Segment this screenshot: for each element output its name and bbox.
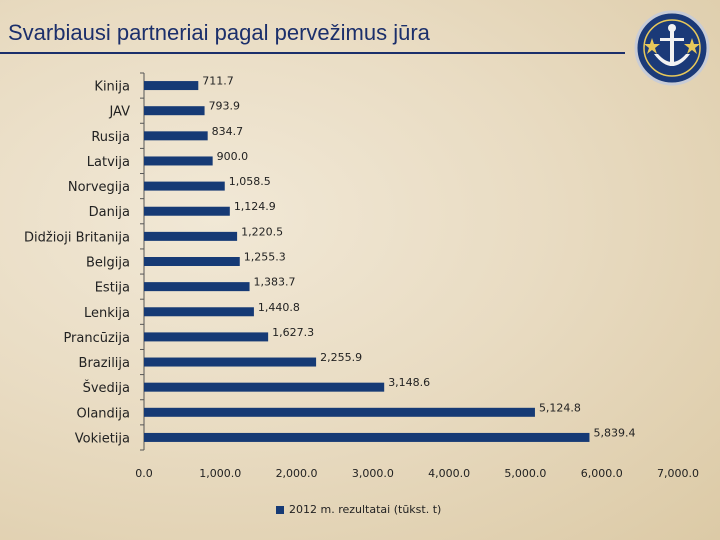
category-label: Kinija — [94, 80, 130, 95]
bar — [144, 432, 590, 442]
bar — [144, 382, 385, 392]
category-label: Lenkija — [84, 306, 130, 321]
category-label: Švedija — [83, 380, 130, 396]
bar — [144, 282, 250, 292]
category-label: Estija — [95, 281, 130, 296]
x-tick-label: 1,000.0 — [199, 467, 241, 480]
bar — [144, 106, 205, 116]
title-underline — [0, 52, 625, 54]
bar — [144, 231, 238, 241]
value-label: 5,839.4 — [593, 426, 635, 439]
value-label: 1,058.5 — [229, 175, 271, 188]
category-label: Norvegija — [68, 180, 130, 195]
category-label: Latvija — [87, 155, 130, 170]
category-label: Prancūzija — [63, 331, 130, 346]
bar — [144, 407, 535, 417]
bar — [144, 131, 208, 141]
x-tick-label: 0.0 — [135, 467, 153, 480]
category-label: Belgija — [86, 256, 130, 271]
bar — [144, 156, 213, 166]
value-label: 793.9 — [209, 100, 241, 113]
bar — [144, 307, 254, 317]
value-label: 1,255.3 — [244, 251, 286, 264]
x-tick-label: 3,000.0 — [352, 467, 394, 480]
value-label: 1,124.9 — [234, 200, 276, 213]
x-tick-label: 6,000.0 — [581, 467, 623, 480]
value-label: 2,255.9 — [320, 351, 362, 364]
chart-legend: 2012 m. rezultatai (tūkst. t) — [276, 503, 441, 516]
category-label: Didžioji Britanija — [24, 230, 130, 245]
value-label: 1,440.8 — [258, 301, 300, 314]
value-label: 5,124.8 — [539, 401, 581, 414]
value-label: 834.7 — [212, 125, 244, 138]
x-tick-label: 7,000.0 — [657, 467, 699, 480]
bar — [144, 332, 269, 342]
value-label: 1,383.7 — [254, 276, 296, 289]
category-label: Olandija — [77, 406, 131, 421]
slide-title: Svarbiausi partneriai pagal pervežimus j… — [8, 20, 430, 45]
value-label: 3,148.6 — [388, 376, 430, 389]
category-label: JAV — [108, 105, 130, 120]
legend-label: 2012 m. rezultatai (tūkst. t) — [289, 503, 442, 516]
value-label: 1,627.3 — [272, 326, 314, 339]
anchor-logo-icon — [634, 10, 710, 86]
bar — [144, 257, 240, 266]
x-tick-label: 2,000.0 — [276, 467, 318, 480]
value-label: 900.0 — [217, 150, 249, 163]
category-label: Brazilija — [79, 356, 130, 371]
legend-swatch — [276, 505, 284, 514]
bar — [144, 357, 317, 367]
bar — [144, 81, 199, 91]
value-label: 1,220.5 — [241, 225, 283, 238]
x-tick-label: 4,000.0 — [428, 467, 470, 480]
category-label: Rusija — [91, 130, 130, 145]
bar — [144, 181, 225, 191]
value-label: 711.7 — [202, 75, 234, 88]
bar — [144, 206, 230, 216]
category-label: Vokietija — [75, 431, 130, 446]
category-label: Danija — [89, 205, 130, 220]
x-tick-label: 5,000.0 — [504, 467, 546, 480]
